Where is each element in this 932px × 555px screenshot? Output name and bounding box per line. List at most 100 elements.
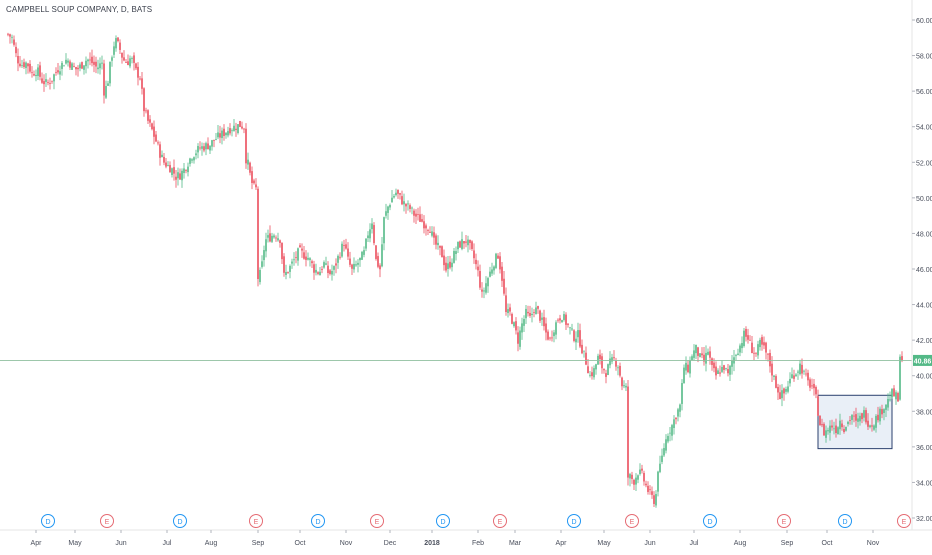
candle-body [105, 86, 107, 98]
candle-body [825, 430, 827, 438]
candle-body [47, 82, 49, 83]
candle-body [585, 352, 587, 365]
candle-body [349, 258, 351, 265]
candle-body [389, 205, 391, 208]
y-tick-label: 46.00 [916, 267, 932, 274]
candle-body [265, 239, 267, 252]
candle-body [827, 430, 829, 432]
candle-body [773, 375, 775, 377]
candle-body [429, 231, 431, 233]
last-price-label: 40.86 [914, 358, 932, 365]
candle-body [877, 414, 879, 421]
candle-body [493, 266, 495, 271]
candle-body [161, 154, 163, 158]
candle-body [175, 176, 177, 180]
candle-body [11, 36, 13, 38]
y-tick-label: 52.00 [916, 160, 932, 167]
candle-body [859, 415, 861, 422]
candle-body [51, 80, 53, 82]
candle-body [645, 483, 647, 486]
event-marker-label: D [315, 519, 320, 526]
candle-body [97, 67, 99, 70]
candle-body [833, 428, 835, 430]
candle-body [269, 233, 271, 242]
x-tick-label: Aug [205, 540, 218, 547]
candle-body [681, 383, 683, 404]
candle-body [703, 354, 705, 362]
candle-body [177, 172, 179, 179]
candle-body [521, 323, 523, 333]
candle-body [615, 360, 617, 367]
event-marker-label: E [254, 519, 259, 526]
candle-body [165, 162, 167, 167]
candle-body [847, 421, 849, 425]
x-tick-label: Dec [384, 540, 397, 547]
candle-body [809, 379, 811, 388]
candle-body [335, 263, 337, 266]
candle-body [467, 239, 469, 246]
candle-body [673, 419, 675, 428]
candle-body [801, 364, 803, 374]
candle-body [541, 317, 543, 320]
candle-body [831, 425, 833, 428]
candle-body [321, 269, 323, 270]
candle-body [605, 373, 607, 377]
candle-body [871, 425, 873, 427]
candle-body [515, 321, 517, 331]
candle-body [59, 71, 61, 75]
candle-body [883, 409, 885, 413]
candle-body [221, 130, 223, 139]
candle-body [461, 239, 463, 250]
candle-body [15, 46, 17, 54]
candle-body [523, 318, 525, 326]
candle-body [757, 344, 759, 356]
candle-body [213, 139, 215, 141]
x-tick-label: Apr [31, 540, 43, 547]
candle-body [343, 245, 345, 246]
candle-body [497, 255, 499, 259]
candle-body [567, 323, 569, 325]
candle-body [853, 415, 855, 417]
x-tick-label: Apr [556, 540, 568, 547]
candle-body [633, 479, 635, 485]
candle-body [109, 61, 111, 84]
y-tick-label: 36.00 [916, 445, 932, 452]
x-tick-label: Sep [781, 540, 794, 547]
candle-body [549, 337, 551, 339]
x-tick-label: Oct [295, 540, 306, 547]
candle-body [285, 271, 287, 275]
x-tick-label: Oct [822, 540, 833, 547]
candle-body [13, 39, 15, 45]
candle-body [481, 289, 483, 292]
candle-body [893, 388, 895, 397]
candle-body [449, 261, 451, 268]
candle-body [133, 55, 135, 63]
candle-body [33, 74, 35, 76]
candle-body [901, 356, 903, 361]
candle-body [683, 367, 685, 384]
candle-body [799, 363, 801, 375]
candle-body [637, 475, 639, 480]
earnings-marker [777, 514, 791, 528]
candle-body [661, 455, 663, 462]
candle-body [211, 140, 213, 147]
candle-body [583, 350, 585, 352]
candle-body [851, 415, 853, 420]
candle-body [35, 74, 37, 77]
candle-body [331, 271, 333, 275]
candle-body [281, 242, 283, 260]
candle-body [553, 332, 555, 337]
candle-body [687, 364, 689, 373]
candle-body [25, 62, 27, 69]
candle-body [317, 272, 319, 274]
x-tick-label: Sep [252, 540, 265, 547]
candle-body [477, 266, 479, 271]
dividend-marker [173, 514, 187, 528]
candle-body [775, 376, 777, 388]
candle-body [67, 60, 69, 63]
y-tick-label: 42.00 [916, 338, 932, 345]
candle-body [745, 328, 747, 337]
candle-body [171, 168, 173, 176]
